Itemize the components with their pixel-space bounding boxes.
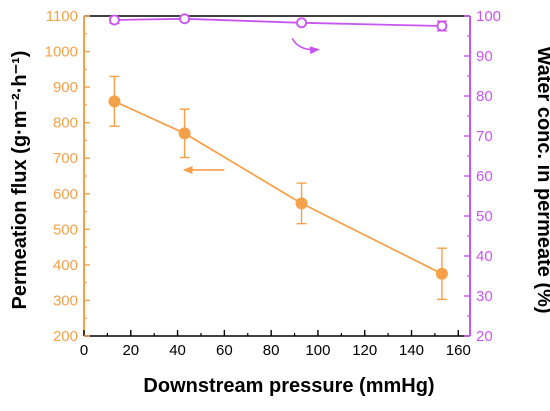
x-tick-label: 0 bbox=[80, 342, 88, 359]
y-left-tick-label: 400 bbox=[53, 257, 78, 274]
series-layer bbox=[108, 13, 448, 301]
x-tick-label: 160 bbox=[446, 342, 471, 359]
y-right-tick-label: 80 bbox=[476, 88, 493, 105]
series-1-point bbox=[178, 127, 191, 140]
y-right-tick-label: 50 bbox=[476, 208, 493, 225]
series-2-point bbox=[109, 14, 120, 26]
y-right-tick-label: 30 bbox=[476, 288, 493, 305]
y-left-tick-label: 900 bbox=[53, 79, 78, 96]
y-right-tick-label: 40 bbox=[476, 248, 493, 265]
y-axis-right: 20 30 40 50 60 70 80 90 100 bbox=[464, 8, 501, 345]
series-1-point bbox=[108, 95, 121, 108]
series-2-point bbox=[296, 17, 307, 29]
y-right-tick-label: 100 bbox=[476, 8, 501, 25]
series-2-line bbox=[114, 17, 442, 27]
y-left-tick-label: 300 bbox=[53, 292, 78, 309]
series-2-point bbox=[179, 13, 190, 25]
y-axis-left-title: Permeation flux (g·m⁻²·h⁻¹) bbox=[9, 51, 31, 310]
x-tick-label: 40 bbox=[169, 342, 186, 359]
plot-frame bbox=[83, 15, 471, 337]
y-axis-left: 200 300 400 500 600 700 800 900 1000 1100 bbox=[45, 8, 90, 345]
x-tick-label: 120 bbox=[352, 342, 377, 359]
series-1-point bbox=[435, 267, 448, 280]
y-left-tick-label: 700 bbox=[53, 150, 78, 167]
series-1-point bbox=[295, 197, 308, 210]
series-1-line bbox=[114, 100, 443, 275]
x-axis-title: Downstream pressure (mmHg) bbox=[143, 375, 434, 397]
x-tick-label: 60 bbox=[216, 342, 233, 359]
y-axis-right-title: Water conc. in permeate (%) bbox=[533, 46, 550, 313]
y-left-tick-label: 500 bbox=[53, 221, 78, 238]
y-right-tick-label: 20 bbox=[476, 328, 493, 345]
x-tick-label: 20 bbox=[122, 342, 139, 359]
x-tick-label: 100 bbox=[305, 342, 330, 359]
x-axis: 0 20 40 60 80 100 120 140 160 bbox=[80, 330, 471, 359]
y-left-tick-label: 200 bbox=[53, 328, 78, 345]
y-left-tick-label: 1000 bbox=[45, 44, 78, 61]
series-2-point bbox=[436, 20, 448, 32]
y-right-tick-label: 60 bbox=[476, 168, 493, 185]
y-right-tick-label: 90 bbox=[476, 48, 493, 65]
y-left-tick-label: 600 bbox=[53, 186, 78, 203]
annotation-layer bbox=[182, 37, 320, 174]
x-tick-label: 80 bbox=[263, 342, 280, 359]
x-tick-label: 140 bbox=[399, 342, 424, 359]
y-left-tick-label: 800 bbox=[53, 115, 78, 132]
y-right-tick-label: 70 bbox=[476, 128, 493, 145]
y-left-tick-label: 1100 bbox=[46, 8, 78, 25]
right-axis-arrow bbox=[291, 37, 320, 55]
